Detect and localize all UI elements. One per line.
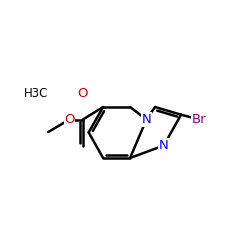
Text: N: N (142, 113, 151, 126)
Text: O: O (78, 87, 88, 100)
Text: Br: Br (192, 113, 207, 126)
Text: O: O (64, 113, 75, 126)
Text: N: N (159, 139, 168, 152)
Text: H3C: H3C (24, 87, 48, 100)
